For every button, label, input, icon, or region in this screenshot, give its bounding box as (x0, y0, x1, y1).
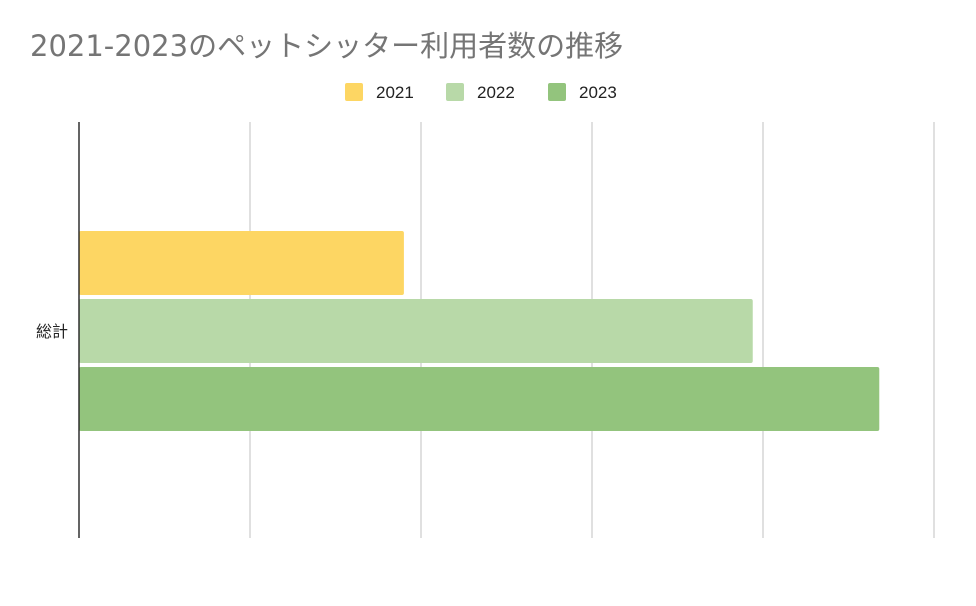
category-label: 総計 (36, 322, 68, 341)
legend-label-2023[interactable]: 2023 (579, 83, 617, 102)
legend-label-2022[interactable]: 2022 (477, 83, 515, 102)
bar-2021[interactable] (79, 231, 404, 295)
bar-2022[interactable] (79, 299, 753, 363)
bars (79, 231, 880, 431)
legend-swatch-2023[interactable] (548, 83, 566, 101)
legend-swatch-2021[interactable] (345, 83, 363, 101)
legend-label-2021[interactable]: 2021 (376, 83, 414, 102)
bar-2023[interactable] (79, 367, 880, 431)
category-labels: 総計 (36, 322, 68, 341)
legend-swatch-2022[interactable] (446, 83, 464, 101)
legend[interactable]: 2021 2022 2023 (345, 83, 617, 102)
chart-title: 2021-2023のペットシッター利用者数の推移 (30, 29, 623, 63)
